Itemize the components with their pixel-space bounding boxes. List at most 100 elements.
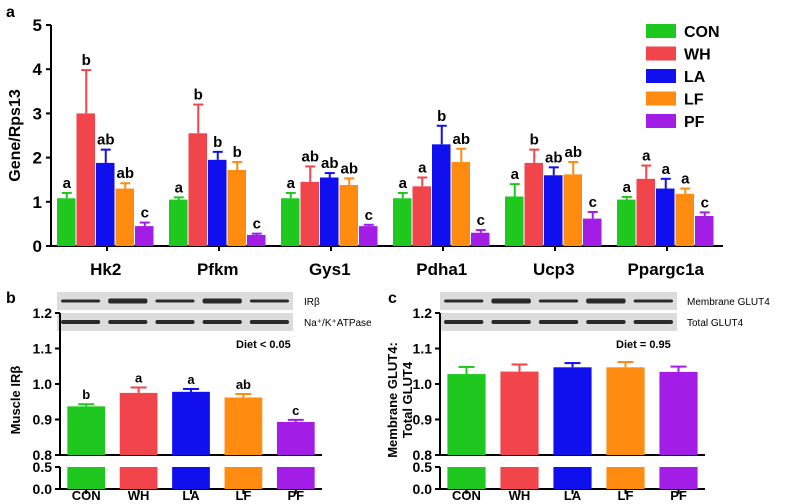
legend-label-wh: WH [684,47,711,64]
blot-band [249,299,289,303]
blot-band [633,320,673,324]
y-axis-label-line1: Membrane GLUT4: [385,342,400,458]
blot-band [586,298,626,304]
bar-con-ucp3 [505,196,524,246]
blot-band [202,320,242,324]
y-tick-label-lower: 0.0 [413,481,433,497]
bar-lf-gys1 [339,185,358,246]
significance-label: c [589,194,597,211]
bar-lf-ucp3 [563,174,582,246]
x-tick-label: CON [72,488,101,503]
bar-lower-pf [659,467,698,489]
significance-label: ab [301,148,319,165]
significance-label: b [233,144,242,161]
bar-lf-pdha1 [451,162,470,246]
legend-label-la: LA [684,69,706,86]
x-tick-label: Ppargc1a [627,260,704,279]
significance-label: b [82,52,91,69]
significance-label: a [63,175,72,192]
significance-label: ab [340,160,358,177]
x-tick-label: Hk2 [90,260,121,279]
legend-swatch-la [646,69,676,83]
bar-lf-ppargc1a [675,193,694,246]
legend-label-lf: LF [684,92,704,109]
bar-wh [119,392,158,455]
blot-band [249,320,289,324]
y-axis-label: Gene/Rps13 [7,89,24,182]
x-tick-label: LF [235,488,251,503]
panel-a-chart: 012345Gene/Rps13Hk2abababcPfkmabbbcGys1a… [7,16,723,279]
significance-label: b [213,134,222,151]
y-tick-label: 0.9 [413,412,433,428]
bar-wh-ppargc1a [636,178,655,246]
significance-label: a [187,372,195,387]
significance-label: a [418,159,427,176]
bar-wh-ucp3 [524,162,543,246]
panel-letter-c: c [388,290,397,307]
bar-la-ucp3 [544,175,563,246]
blot-band [444,299,484,303]
y-tick-label-lower: 0.0 [33,481,53,497]
blot-band [586,320,626,324]
bar-con-hk2 [57,198,76,246]
blot-band [155,320,195,324]
bar-la-pdha1 [432,144,451,246]
bar-lf [606,367,645,455]
significance-label: c [701,194,709,211]
y-tick-label: 1.0 [33,376,53,392]
bar-la-pfkm [208,159,227,246]
y-tick-label: 1.2 [33,305,53,321]
significance-label: a [175,179,184,196]
bar-con [447,374,486,455]
y-tick-label: 0.8 [413,447,433,463]
x-tick-label: LA [564,488,582,503]
significance-label: ab [545,149,563,166]
bar-con [67,406,106,455]
blot-label-0: IRβ [304,297,320,308]
bar-la-hk2 [96,162,115,246]
legend-swatch-con [646,24,676,38]
bar-pf-ucp3 [583,218,602,246]
bar-lower-lf [224,467,263,489]
bar-pf-ppargc1a [695,215,714,246]
significance-label: b [82,387,90,402]
bar-la-gys1 [320,177,339,246]
significance-label: c [365,207,373,224]
blot-band [108,298,148,304]
diet-annotation: Diet < 0.05 [236,339,291,351]
significance-label: a [681,171,690,188]
panel-b-chart: IRβ Na⁺/K⁺ATPase 0.8 0.9 1.0 1.1 1.2 0.0 0.5 Musc… [8,292,372,503]
significance-label: a [399,175,408,192]
bar-lower-la [172,467,210,489]
blot-band [61,299,101,303]
bar-pf-pdha1 [471,232,490,246]
y-tick-label-lower: 0.5 [33,459,53,475]
bar-con-pdha1 [393,198,412,246]
x-tick-label: Pdha1 [416,260,467,279]
blot-label-1: Total GLUT4 [687,318,744,329]
blot-label-1: Na⁺/K⁺ATPase [304,318,372,329]
blot-band [108,320,148,324]
bar-con-gys1 [281,198,300,246]
significance-label: ab [236,377,251,392]
diet-annotation: Diet = 0.95 [616,339,671,351]
x-tick-label: PF [287,488,304,503]
bar-lower-wh [500,467,539,489]
x-tick-label: Ucp3 [533,260,575,279]
blot-band [491,298,531,304]
significance-label: a [511,166,520,183]
x-tick-label: WH [509,488,531,503]
y-tick-label: 1.2 [413,305,433,321]
bar-pf-hk2 [135,226,154,246]
significance-label: a [623,179,632,196]
legend-swatch-wh [646,46,676,61]
x-tick-label: CON [452,488,481,503]
significance-label: c [477,212,485,229]
bar-wh-pdha1 [412,186,431,246]
x-tick-label: Pfkm [197,260,239,279]
bar-pf [659,371,698,455]
blot-band [538,320,579,324]
significance-label: b [530,132,539,149]
bar-lower-con [447,467,486,489]
